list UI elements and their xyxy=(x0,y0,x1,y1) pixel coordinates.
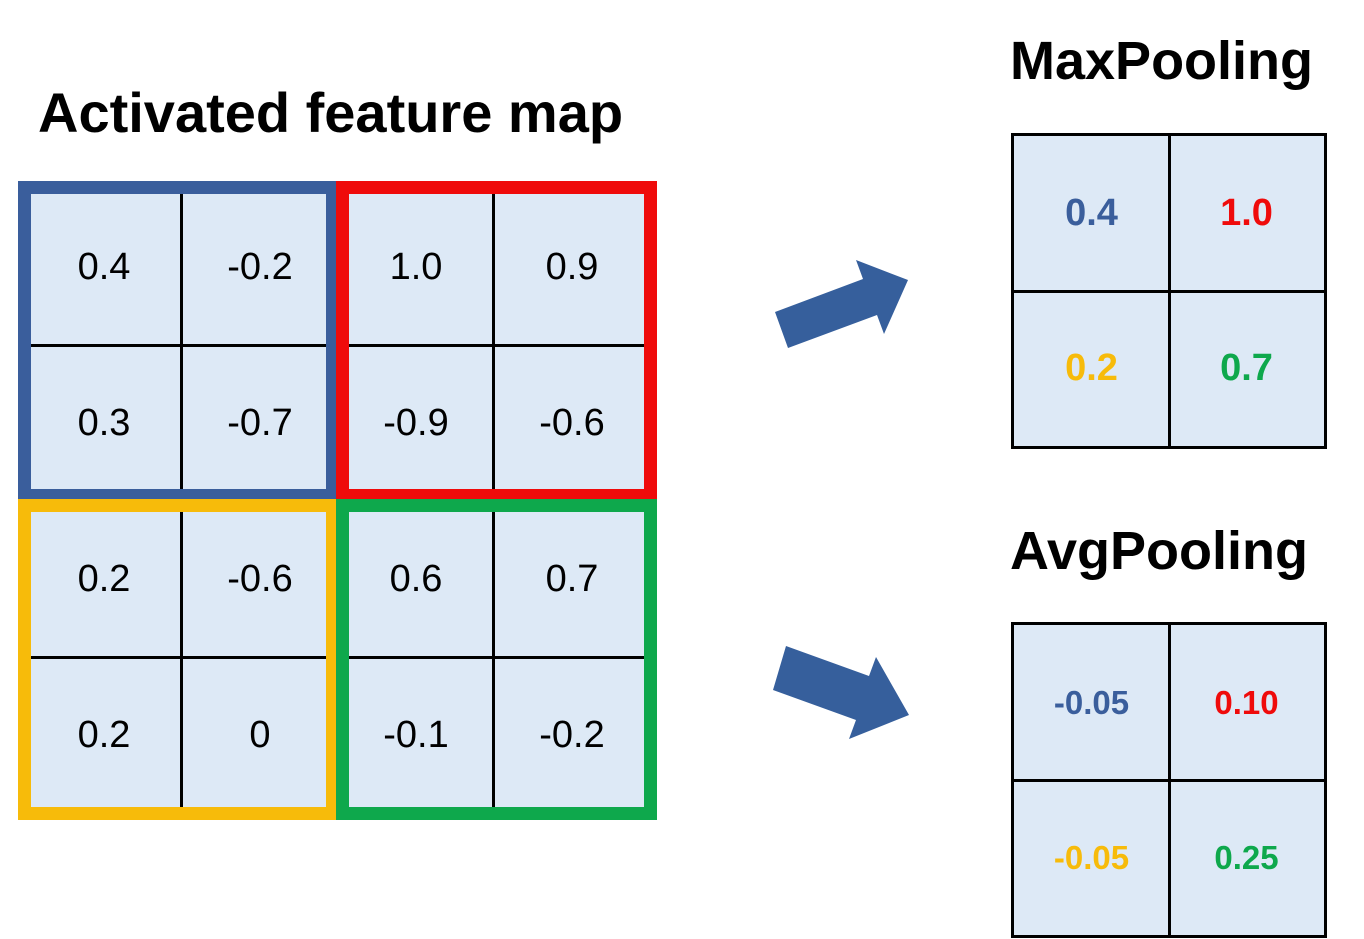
feature-cell-r2c2: -0.7 xyxy=(227,401,293,444)
feature-cell-r3c2: -0.6 xyxy=(227,557,293,600)
max-cell-r2c1: 0.2 xyxy=(1065,347,1118,389)
arrow-to-maxpooling-icon xyxy=(775,260,908,348)
red-region-outline xyxy=(336,181,657,502)
avg-cell-r2c1: -0.05 xyxy=(1053,838,1130,876)
feature-cell-r2c1: 0.3 xyxy=(77,401,131,444)
feature-cell-r4c1: 0.2 xyxy=(77,713,131,756)
feature-cell-r1c1: 0.4 xyxy=(77,245,131,288)
maxpooling-title: MaxPooling xyxy=(1010,31,1314,91)
avg-cell-r1c2: 0.10 xyxy=(1214,683,1279,721)
arrow-to-avgpooling-icon xyxy=(773,646,909,739)
feature-cell-r1c4: 0.9 xyxy=(545,245,599,288)
feature-cell-r3c1: 0.2 xyxy=(77,557,131,600)
feature-map-title: Activated feature map xyxy=(38,81,624,144)
grid-line xyxy=(1014,290,1324,293)
blue-region-outline xyxy=(18,181,339,502)
maxpooling-grid: 0.4 1.0 0.2 0.7 xyxy=(1011,133,1327,449)
avgpooling-title: AvgPooling xyxy=(1010,521,1308,581)
feature-cell-r2c4: -0.6 xyxy=(539,401,605,444)
max-cell-r1c2: 1.0 xyxy=(1220,192,1273,234)
grid-line xyxy=(1014,779,1324,782)
feature-cell-r1c3: 1.0 xyxy=(389,245,443,288)
green-region-outline xyxy=(336,499,657,820)
feature-cell-r4c2: 0 xyxy=(249,713,271,756)
feature-cell-r1c2: -0.2 xyxy=(227,245,293,288)
feature-cell-r3c4: 0.7 xyxy=(545,557,599,600)
avg-cell-r1c1: -0.05 xyxy=(1053,683,1130,721)
avgpooling-grid: -0.05 0.10 -0.05 0.25 xyxy=(1011,622,1327,938)
max-cell-r2c2: 0.7 xyxy=(1220,347,1273,389)
feature-cell-r4c4: -0.2 xyxy=(539,713,605,756)
feature-cell-r2c3: -0.9 xyxy=(383,401,449,444)
feature-cell-r3c3: 0.6 xyxy=(389,557,443,600)
feature-cell-r4c3: -0.1 xyxy=(383,713,449,756)
yellow-region-outline xyxy=(18,499,339,820)
avg-cell-r2c2: 0.25 xyxy=(1214,838,1279,876)
max-cell-r1c1: 0.4 xyxy=(1065,192,1118,234)
feature-map-grid: 0.4 -0.2 1.0 0.9 0.3 -0.7 -0.9 -0.6 0.2 … xyxy=(18,181,657,820)
